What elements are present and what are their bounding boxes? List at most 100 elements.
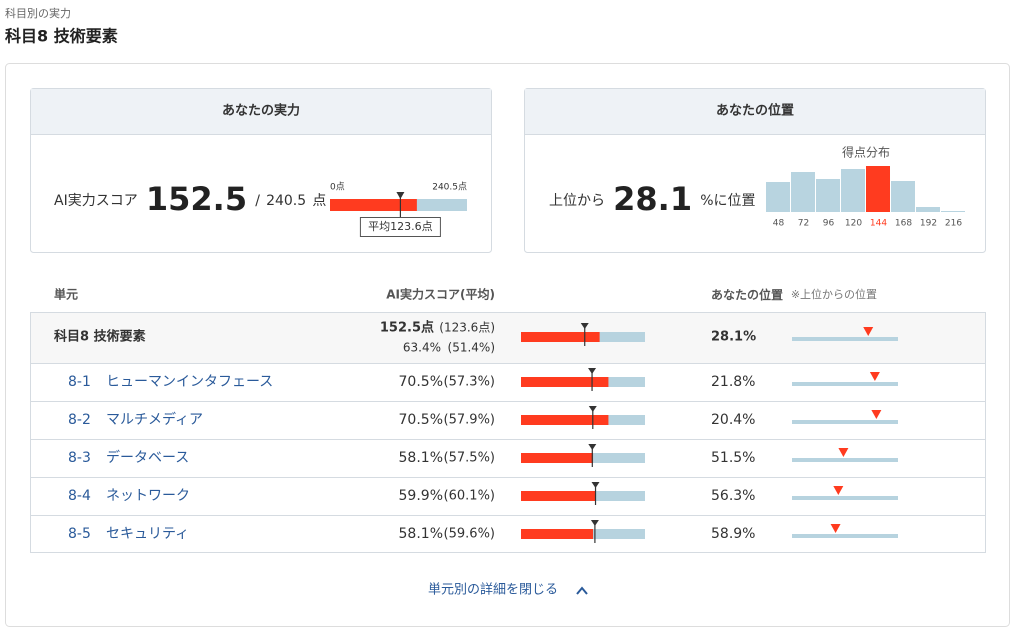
chevron-up: [576, 586, 588, 595]
score-pct: 58.1%: [399, 450, 443, 466]
histogram-bar: [766, 182, 790, 212]
position-line: 上位から 28.1 %に位置: [549, 180, 756, 218]
unit-name: 科目8 技術要素: [54, 329, 146, 345]
position-track: [792, 534, 898, 538]
position-pct: 51.5%: [711, 450, 755, 466]
unit-code[interactable]: 8-5: [68, 526, 91, 542]
position-pct: 58.9%: [711, 526, 755, 542]
average-label: 平均123.6点: [368, 220, 433, 233]
histogram-label: 96: [823, 219, 835, 229]
position-pct: 56.3%: [711, 488, 755, 504]
position-marker: [871, 410, 882, 419]
unit-name[interactable]: マルチメディア: [106, 411, 203, 428]
position-track: [792, 337, 898, 341]
histogram-label: 168: [895, 219, 912, 229]
average-pin: [580, 323, 589, 329]
avg-pct: (51.4%): [448, 341, 495, 355]
score-fill: [521, 332, 600, 342]
score-pct: 58.1%: [399, 526, 443, 542]
score-fill: [521, 377, 609, 387]
column-header: 単元: [54, 287, 78, 302]
position-pct: 21.8%: [711, 374, 755, 390]
position-marker: [830, 524, 841, 533]
column-note: ※上位からの位置: [791, 287, 877, 301]
avg-pct: (57.3%): [444, 375, 495, 390]
position-track: [792, 382, 898, 386]
position-marker: [863, 327, 874, 336]
position-marker: [838, 448, 849, 457]
histogram-label: 216: [945, 219, 962, 229]
histogram-label: 144: [870, 219, 887, 229]
bar-fill: [330, 199, 417, 211]
position-marker: [833, 486, 844, 495]
unit-name[interactable]: セキュリティ: [106, 526, 189, 542]
average-pin: [590, 520, 599, 526]
score-bar: 平均123.6点: [330, 192, 467, 237]
position-marker: [869, 372, 880, 381]
histogram-label: 48: [773, 219, 785, 229]
unit-code[interactable]: 8-3: [68, 450, 91, 466]
score-fill: [521, 415, 609, 425]
card-header: [525, 89, 985, 134]
histogram-bar: [891, 181, 915, 212]
average-box: [359, 217, 441, 237]
card-header: [31, 89, 491, 134]
position-pct: 28.1%: [711, 330, 756, 345]
page-title: 科目8 技術要素: [5, 27, 118, 46]
breadcrumb: 科目別の実力: [5, 6, 71, 20]
points: 152.5点: [380, 320, 434, 336]
score-fill: [521, 453, 594, 463]
histogram-bar: [791, 172, 815, 212]
toggle-label[interactable]: 単元別の詳細を閉じる: [428, 582, 558, 598]
position-value: 28.1: [613, 180, 692, 218]
position-track: [792, 496, 898, 500]
histogram: 48 72 96 120 144 168 192 216: [766, 166, 965, 229]
unit-name[interactable]: ネットワーク: [106, 488, 190, 504]
average-pin: [588, 406, 597, 412]
average-pin: [588, 368, 597, 374]
card-title: あなたの位置: [716, 103, 794, 119]
unit-code[interactable]: 8-2: [68, 412, 91, 428]
max-score: 240.5: [266, 193, 306, 209]
rows: 科目8 技術要素 152.5点 (123.6点) 63.4% (51.4%) 28.1% 8…: [31, 320, 985, 543]
histogram-bar: [916, 207, 940, 212]
histogram-label: 72: [798, 219, 809, 229]
score: 152.5: [146, 180, 247, 218]
score-fill: [521, 529, 594, 539]
separator: /: [255, 193, 260, 209]
histogram-label: 120: [845, 219, 862, 229]
position-track: [792, 458, 898, 462]
histogram-label: 192: [920, 219, 937, 229]
avg-pct: (60.1%): [444, 489, 495, 504]
unit-code[interactable]: 8-1: [68, 374, 91, 390]
score-line: AI実力スコア 152.5 / 240.5 点: [54, 180, 326, 218]
scale-max: 240.5点: [432, 182, 467, 193]
score-pct: 63.4%: [403, 341, 441, 355]
histogram-title: 得点分布: [842, 145, 890, 160]
position-suffix: %に位置: [700, 193, 755, 209]
avg-pct: (59.6%): [444, 527, 495, 542]
toggle-details[interactable]: 単元別の詳細を閉じる: [428, 582, 588, 598]
avg-pct: (57.5%): [444, 451, 495, 466]
column-header: AI実力スコア(平均): [386, 287, 495, 302]
scale-min: 0点: [330, 182, 345, 193]
unit-name[interactable]: データベース: [106, 449, 189, 466]
average-pin: [591, 482, 600, 488]
score-pct: 70.5%: [399, 412, 443, 428]
column-header: あなたの位置 ※上位からの位置: [711, 287, 877, 302]
average-pin: [588, 444, 597, 450]
position-pct: 20.4%: [711, 412, 755, 428]
card-title: あなたの実力: [222, 103, 300, 119]
histogram-bar: [816, 179, 840, 212]
position-track: [792, 420, 898, 424]
avg-points: (123.6点): [439, 321, 495, 335]
avg-pct: (57.9%): [444, 413, 495, 428]
score-label: AI実力スコア: [54, 193, 138, 209]
histogram-bar: [866, 166, 890, 212]
histogram-bar: [841, 169, 865, 212]
unit-name[interactable]: ヒューマンインタフェース: [106, 374, 273, 390]
unit-code[interactable]: 8-4: [68, 488, 91, 504]
histogram-bar: [941, 211, 965, 212]
